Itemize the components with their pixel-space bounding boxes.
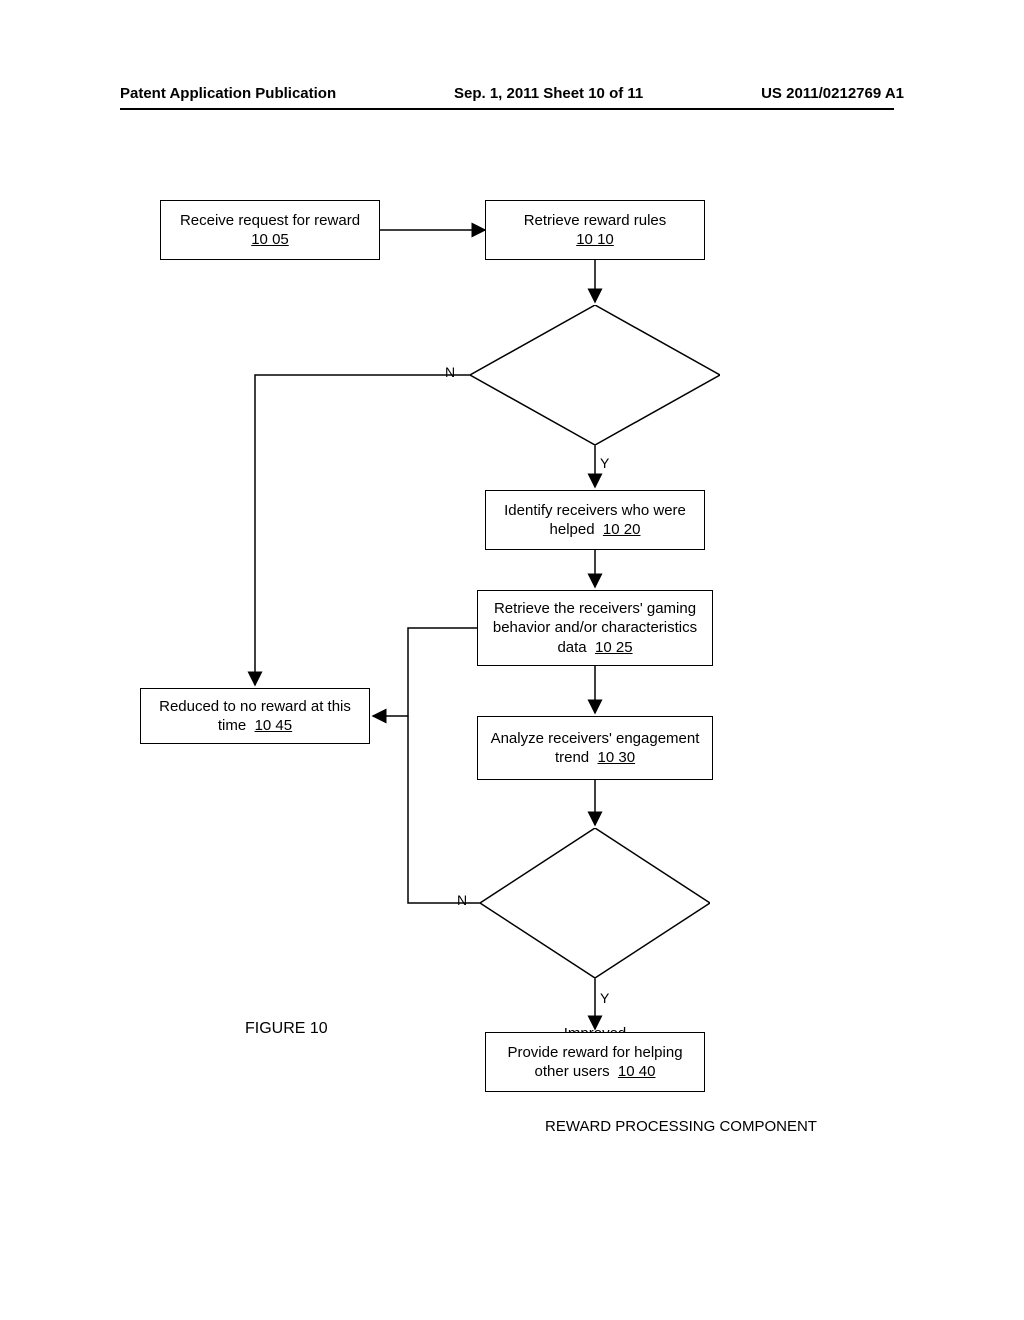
node-text-line2: time [218,717,246,734]
node-text-line1: Provide reward for helping [507,1043,682,1063]
node-identify-receivers: Identify receivers who were helped 10 20 [485,490,705,550]
node-text-line2: behavior and/or characteristics [493,618,697,638]
node-improved-engagement: Improved engagement? 10 35 [480,828,710,978]
node-ref: 10 10 [576,230,614,250]
node-text-line2: helped [550,521,595,538]
edge-label-n3-no: N [445,364,455,380]
node-text-line1: Reduced to no reward at this [159,697,351,717]
node-provide-reward: Provide reward for helping other users 1… [485,1032,705,1092]
node-retrieve-behavior: Retrieve the receivers' gaming behavior … [477,590,713,666]
node-ref: 10 25 [595,639,633,656]
node-text-line2: other users [535,1063,610,1080]
node-text-line3: data [557,639,586,656]
node-ref: 10 45 [255,717,293,734]
node-user-eligible: User eligible under the rules? 10 15 [470,305,720,445]
node-text-line1: Analyze receivers' engagement [491,729,700,749]
node-ref: 10 40 [618,1063,656,1080]
node-receive-request: Receive request for reward 10 05 [160,200,380,260]
node-analyze-trend: Analyze receivers' engagement trend 10 3… [477,716,713,780]
edge-label-n7-yes: Y [600,990,609,1006]
edge-label-n7-no: N [457,892,467,908]
footer-component-label: REWARD PROCESSING COMPONENT [545,1118,817,1135]
node-text-line1: Identify receivers who were [504,501,686,521]
node-ref: 10 20 [603,521,641,538]
figure-label: FIGURE 10 [245,1020,328,1038]
node-no-reward: Reduced to no reward at this time 10 45 [140,688,370,744]
node-ref: 10 30 [598,749,636,766]
node-ref: 10 05 [251,230,289,250]
node-text-line2: trend [555,749,589,766]
node-retrieve-rules: Retrieve reward rules 10 10 [485,200,705,260]
node-text: Retrieve reward rules [524,211,667,231]
edge-label-n3-yes: Y [600,455,609,471]
node-text-line1: Retrieve the receivers' gaming [494,599,696,619]
node-text: Receive request for reward [180,211,360,231]
